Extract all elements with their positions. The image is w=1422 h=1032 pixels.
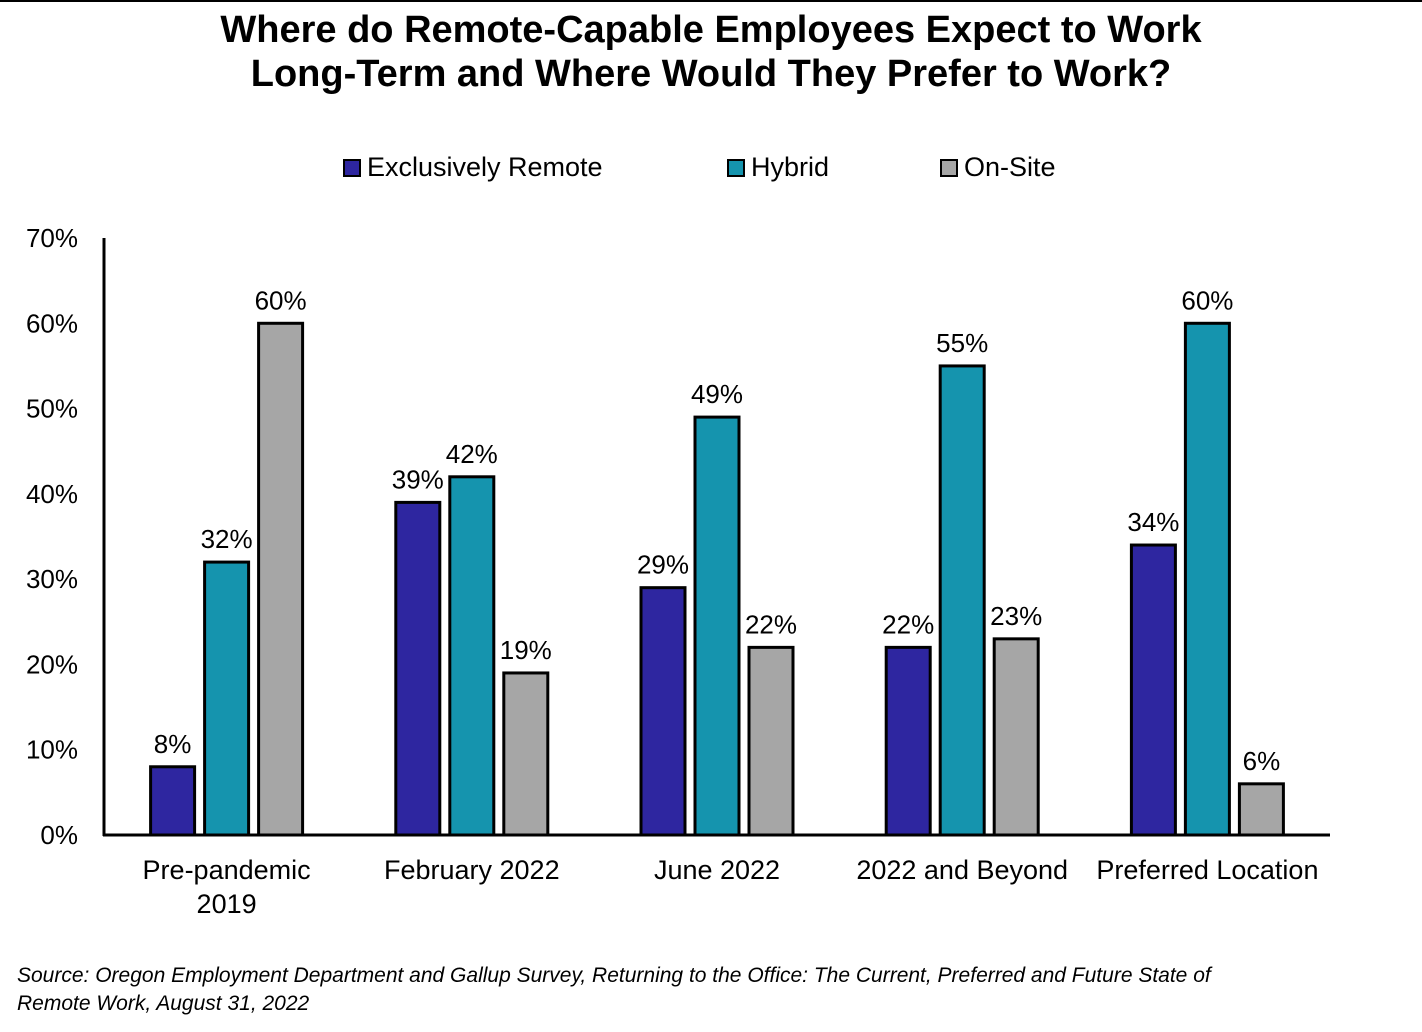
bars <box>149 321 1285 837</box>
legend-item-hybrid: Hybrid <box>727 152 829 183</box>
bar-hybrid-june-2022 <box>693 415 741 837</box>
bar-hybrid-pre-pandemic-2019 <box>203 560 251 837</box>
legend-swatch-on-site <box>940 158 958 177</box>
data-label-hybrid-february-2022: 42% <box>446 439 498 469</box>
bar-on-site-preferred-location <box>1237 782 1285 837</box>
data-label-hybrid-2022-and-beyond: 55% <box>936 328 988 358</box>
legend-swatch-hybrid <box>727 158 745 177</box>
y-tick-label: 60% <box>26 308 78 338</box>
top-border-line <box>0 0 1422 2</box>
y-axis-ticks: 0% 10% 20% 30% 40% 50% 60% 70% <box>26 223 78 850</box>
y-tick-label: 70% <box>26 223 78 253</box>
data-label-hybrid-pre-pandemic-2019: 32% <box>201 524 253 554</box>
data-labels: 8% 32% 60% 39%42% 19% 29% 49% 22% 22% 55% 23% 34% 60… <box>154 285 1280 776</box>
source-note: Source: Oregon Employment Department and… <box>17 962 1417 1018</box>
chart-title-line-2: Long-Term and Where Would They Prefer to… <box>250 53 1172 95</box>
y-tick-label: 20% <box>26 649 78 679</box>
chart-title-line-1: Where do Remote-Capable Employees Expect… <box>220 9 1202 51</box>
data-label-exclusively-remote-february-2022: 39% <box>392 464 444 494</box>
data-label-hybrid-june-2022: 49% <box>691 379 743 409</box>
data-label-exclusively-remote-preferred-location: 34% <box>1127 507 1179 537</box>
legend-label-on-site: On-Site <box>964 152 1056 182</box>
data-label-exclusively-remote-pre-pandemic-2019: 8% <box>154 729 192 759</box>
source-line-2: Remote Work, August 31, 2022 <box>17 992 310 1015</box>
source-line-1: Source: Oregon Employment Department and… <box>17 964 1211 987</box>
data-label-on-site-february-2022: 19% <box>500 635 552 665</box>
y-tick-label: 10% <box>26 735 78 765</box>
data-label-exclusively-remote-2022-and-beyond: 22% <box>882 609 934 639</box>
bar-on-site-2022-and-beyond <box>992 637 1040 837</box>
data-label-on-site-pre-pandemic-2019: 60% <box>255 285 307 315</box>
y-tick-label: 30% <box>26 564 78 594</box>
data-label-hybrid-preferred-location: 60% <box>1181 285 1233 315</box>
bar-exclusively-remote-february-2022 <box>394 500 442 837</box>
bar-exclusively-remote-preferred-location <box>1129 543 1177 837</box>
legend-item-exclusively-remote: Exclusively Remote <box>343 152 603 183</box>
legend-label-hybrid: Hybrid <box>751 152 830 182</box>
y-tick-label: 50% <box>26 394 78 424</box>
bar-hybrid-preferred-location <box>1183 321 1231 837</box>
bar-exclusively-remote-2022-and-beyond <box>884 645 932 837</box>
legend-label-exclusively-remote: Exclusively Remote <box>367 152 603 182</box>
y-tick-label: 40% <box>26 479 78 509</box>
bar-on-site-june-2022 <box>747 645 795 837</box>
y-tick-label: 0% <box>40 820 78 850</box>
x-category-label: June 2022 <box>654 855 780 885</box>
bar-exclusively-remote-pre-pandemic-2019 <box>149 765 197 837</box>
data-label-exclusively-remote-june-2022: 29% <box>637 550 689 580</box>
x-category-label: Preferred Location <box>1096 855 1318 885</box>
bar-on-site-pre-pandemic-2019 <box>257 321 305 837</box>
data-label-on-site-2022-and-beyond: 23% <box>990 601 1042 631</box>
legend: Exclusively Remote Hybrid On-Site <box>0 152 1422 186</box>
bar-on-site-february-2022 <box>502 671 550 837</box>
x-category-label: Pre-pandemic <box>143 855 311 885</box>
legend-item-on-site: On-Site <box>940 152 1056 183</box>
bar-exclusively-remote-june-2022 <box>639 586 687 837</box>
chart-title: Where do Remote-Capable Employees Expect… <box>0 8 1422 96</box>
bar-hybrid-2022-and-beyond <box>938 364 986 837</box>
legend-swatch-exclusively-remote <box>343 158 361 177</box>
x-axis-category-labels: Pre-pandemic 2019 February 2022 June 2022 20… <box>143 855 1319 919</box>
data-label-on-site-preferred-location: 6% <box>1243 746 1281 776</box>
data-label-on-site-june-2022: 22% <box>745 609 797 639</box>
x-category-label: February 2022 <box>384 855 560 885</box>
x-category-label: 2022 and Beyond <box>856 855 1068 885</box>
x-category-label: 2019 <box>197 889 257 919</box>
bar-hybrid-february-2022 <box>448 475 496 837</box>
